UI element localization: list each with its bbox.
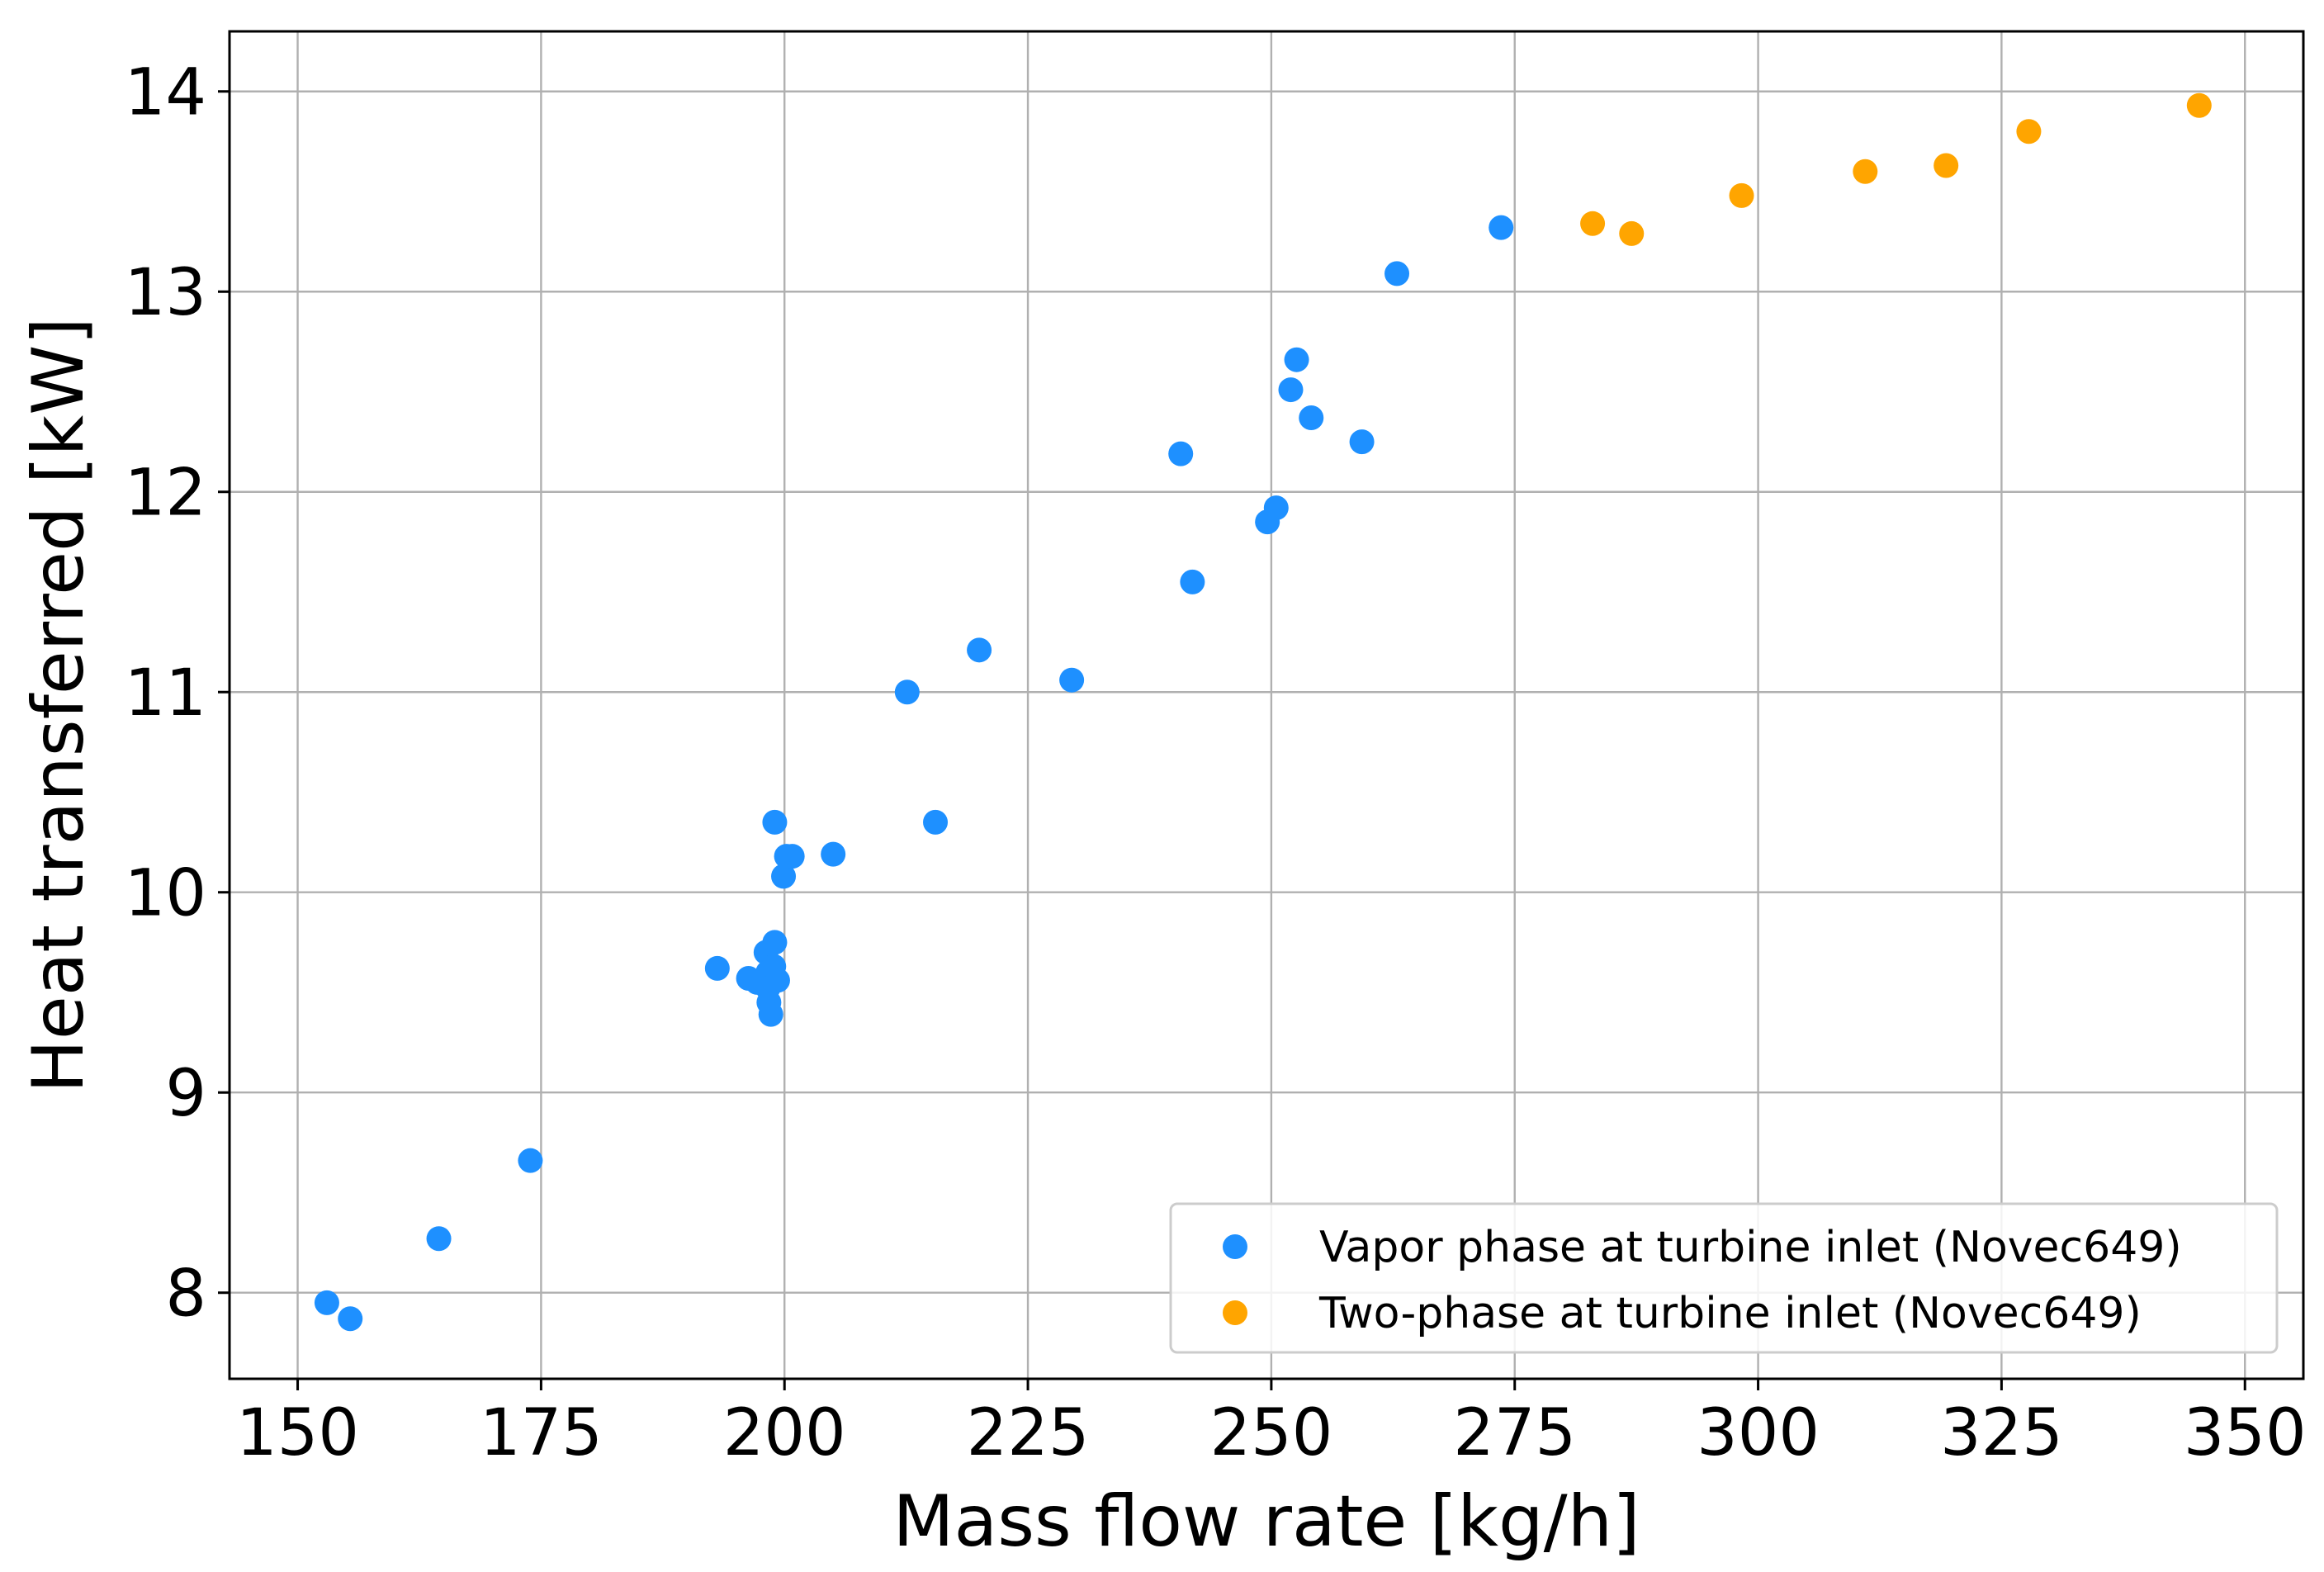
y-tick-label: 13	[125, 256, 206, 330]
vapor-phase-point	[1263, 495, 1289, 521]
vapor-phase-point	[1278, 377, 1304, 403]
x-tick-label: 300	[1697, 1396, 1820, 1470]
legend-marker-two-phase	[1223, 1300, 1247, 1325]
vapor-phase-point	[764, 968, 790, 993]
y-tick-label: 14	[125, 56, 206, 130]
two-phase-point	[1934, 153, 1959, 178]
vapor-phase-point	[518, 1148, 543, 1173]
legend-label-two-phase: Two-phase at turbine inlet (Novec649)	[1318, 1289, 2142, 1338]
vapor-phase-point	[762, 809, 788, 835]
y-tick-label: 12	[125, 457, 206, 531]
vapor-phase-point	[967, 637, 992, 663]
x-tick-label: 175	[480, 1396, 603, 1470]
vapor-phase-point	[1059, 667, 1085, 693]
y-tick-label: 11	[125, 656, 206, 731]
x-tick-label: 200	[723, 1396, 846, 1470]
y-tick-label: 9	[165, 1057, 206, 1131]
vapor-phase-point	[762, 930, 788, 955]
legend-box	[1169, 1202, 2279, 1354]
two-phase-point	[1853, 159, 1878, 184]
x-tick-label: 150	[236, 1396, 359, 1470]
y-tick-label: 10	[125, 857, 206, 931]
vapor-phase-point	[1349, 429, 1375, 455]
two-phase-point	[1729, 182, 1754, 208]
grid	[230, 31, 2303, 1379]
vapor-phase-point	[771, 864, 797, 889]
legend-marker-vapor	[1223, 1234, 1247, 1259]
vapor-phase-point	[821, 841, 846, 867]
vapor-phase-point	[1168, 441, 1194, 466]
vapor-phase-point	[894, 679, 920, 705]
x-tick-label: 275	[1453, 1396, 1576, 1470]
vapor-phase-point	[314, 1290, 339, 1315]
legend-label-vapor: Vapor phase at turbine inlet (Novec649)	[1319, 1223, 2182, 1272]
x-tick-label: 325	[1940, 1396, 2063, 1470]
x-tick-label: 250	[1209, 1396, 1332, 1470]
two-phase-point	[2016, 119, 2042, 144]
x-tick-label: 350	[2184, 1396, 2307, 1470]
vapor-phase-point	[338, 1306, 363, 1332]
vapor-phase-point	[1299, 405, 1324, 431]
two-phase-point	[1580, 211, 1606, 236]
vapor-phase-point	[779, 844, 805, 869]
vapor-phase-point	[1489, 215, 1514, 240]
series-0	[314, 215, 1514, 1332]
vapor-phase-point	[758, 1001, 783, 1027]
vapor-phase-point	[1384, 261, 1410, 286]
x-tick-label: 225	[967, 1396, 1090, 1470]
vapor-phase-point	[704, 955, 730, 981]
y-axis-label: Heat transferred [kW]	[17, 317, 100, 1093]
data-points	[314, 92, 2212, 1332]
vapor-phase-point	[1180, 569, 1205, 594]
vapor-phase-point	[426, 1226, 452, 1252]
legend: Vapor phase at turbine inlet (Novec649) …	[1169, 1202, 2279, 1354]
x-axis-label: Mass flow rate [kg/h]	[892, 1480, 1640, 1563]
vapor-phase-point	[923, 809, 949, 835]
y-tick-label: 8	[165, 1257, 206, 1332]
two-phase-point	[1619, 220, 1645, 246]
vapor-phase-point	[1284, 347, 1309, 372]
series-1	[1580, 92, 2212, 246]
axis-ticks: 150 175 200 225 250 275 300 325 350 8 9 10 11 12 13 14	[125, 56, 2307, 1470]
plot-frame	[228, 30, 2305, 1380]
two-phase-point	[2186, 92, 2212, 118]
